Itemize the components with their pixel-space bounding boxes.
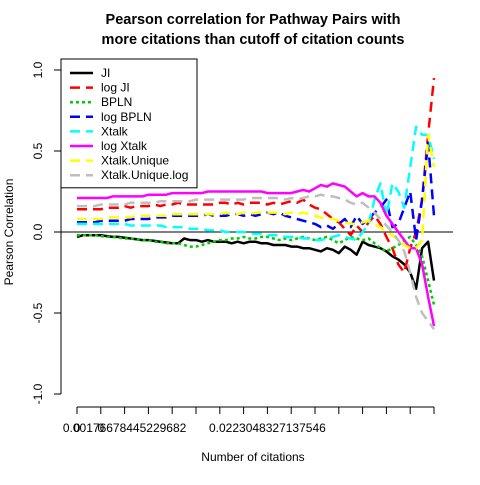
legend-label-4: Xtalk xyxy=(101,124,129,138)
series-line-2 xyxy=(77,233,436,306)
legend-label-6: Xtalk.Unique xyxy=(101,154,169,168)
x-tick-label: 0.00176678445229682 xyxy=(63,421,187,435)
series-line-0 xyxy=(76,233,436,290)
y-tick-label: 1.0 xyxy=(31,61,45,78)
series-line-1 xyxy=(77,77,436,274)
x-tick-label: 0.0223048327137546 xyxy=(209,421,326,435)
series-line-6 xyxy=(77,133,436,250)
axes-layer: 1.00.50.0-0.5-1.00 00.00176678445229682 0.… xyxy=(31,61,453,435)
x-tick-label: 0 xyxy=(74,421,81,435)
legend-label-7: Xtalk.Unique.log xyxy=(101,168,188,182)
legend-label-3: log BPLN xyxy=(101,110,152,124)
x-axis-label: Number of citations xyxy=(201,450,304,464)
y-tick-label: -1.0 xyxy=(31,383,45,404)
chart-title-line1: Pearson correlation for Pathway Pairs wi… xyxy=(106,12,401,28)
legend-box xyxy=(60,58,198,189)
series-line-4 xyxy=(77,125,436,242)
y-tick-label: -0.5 xyxy=(31,302,45,323)
y-axis-label: Pearson Correlation xyxy=(2,179,16,286)
legend-label-1: log JI xyxy=(101,81,130,95)
legend-label-5: log Xtalk xyxy=(101,139,148,153)
chart-title-line2: more citations than cutoff of citation c… xyxy=(102,32,405,48)
series-line-7 xyxy=(77,193,436,330)
legend-label-0: JI xyxy=(101,66,110,80)
legend-label-2: BPLN xyxy=(101,95,132,109)
series-line-5 xyxy=(77,182,436,327)
series-layer xyxy=(76,77,436,330)
y-tick-label: 0.5 xyxy=(31,142,45,159)
x-tick-label: 0 xyxy=(97,421,104,435)
y-tick-label: 0.0 xyxy=(31,223,45,240)
